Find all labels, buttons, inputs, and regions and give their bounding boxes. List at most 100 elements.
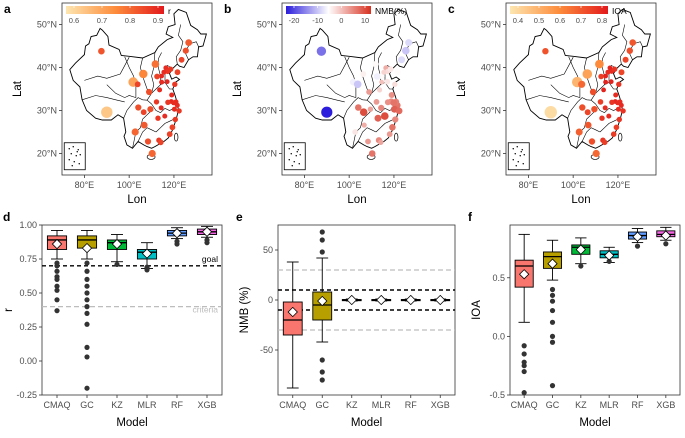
station-point bbox=[176, 108, 182, 114]
station-point bbox=[384, 99, 391, 106]
station-point bbox=[185, 39, 193, 46]
x-axis-label: Model bbox=[579, 417, 610, 429]
station-point bbox=[374, 114, 382, 122]
box-GC bbox=[542, 239, 563, 389]
y-tick-label: 30°N bbox=[481, 106, 501, 116]
panel-letter: a bbox=[4, 2, 11, 16]
station-point bbox=[405, 39, 413, 47]
station-point bbox=[603, 79, 608, 85]
station-point bbox=[353, 80, 362, 89]
box-MLR bbox=[136, 242, 158, 273]
station-point bbox=[392, 81, 398, 88]
station-point bbox=[135, 104, 142, 111]
south-china-sea-inset bbox=[63, 142, 86, 171]
plot-frame bbox=[41, 224, 223, 396]
country-outline bbox=[69, 8, 207, 149]
outlier-point bbox=[319, 249, 325, 255]
x-tick-label: 80°E bbox=[519, 180, 539, 190]
outlier-point bbox=[84, 304, 90, 310]
inset-island bbox=[299, 154, 301, 156]
inset-island bbox=[76, 151, 78, 153]
province-boundary bbox=[375, 118, 395, 133]
inset-island bbox=[288, 148, 290, 150]
province-boundary bbox=[158, 52, 162, 85]
station-point bbox=[616, 116, 622, 123]
station-point bbox=[159, 79, 165, 85]
outlier-point bbox=[319, 357, 325, 363]
legend-tick-label: 10 bbox=[361, 16, 369, 25]
station-point bbox=[373, 99, 380, 105]
x-axis-label: Model bbox=[116, 417, 147, 429]
x-tick-label: 120°E bbox=[606, 180, 631, 190]
station-point bbox=[169, 92, 175, 98]
y-tick-label: 1.00 bbox=[19, 220, 37, 230]
mean-diamond bbox=[435, 294, 446, 306]
box-KZ bbox=[571, 237, 591, 269]
province-boundary bbox=[602, 52, 606, 85]
station-point bbox=[378, 104, 385, 111]
inset-island bbox=[517, 161, 519, 163]
y-tick-label: 40°N bbox=[481, 63, 501, 73]
x-tick-label: GC bbox=[546, 400, 560, 410]
inset-island bbox=[73, 161, 75, 163]
province-boundary bbox=[84, 57, 130, 81]
x-tick-label: CMAQ bbox=[279, 400, 306, 410]
mean-diamond bbox=[317, 295, 328, 307]
province-boundary bbox=[395, 24, 404, 65]
mean-diamond bbox=[141, 248, 153, 259]
box-RF bbox=[166, 227, 188, 247]
outlier-point bbox=[84, 268, 90, 274]
y-axis-label: r bbox=[3, 308, 15, 312]
box-CMAQ bbox=[514, 233, 534, 396]
y-tick-label: 20°N bbox=[257, 149, 277, 159]
station-point bbox=[377, 87, 383, 93]
station-point bbox=[584, 121, 592, 129]
outlier-point bbox=[144, 267, 150, 273]
station-point bbox=[161, 69, 167, 75]
inset-island bbox=[295, 155, 297, 157]
outlier-point bbox=[549, 298, 556, 304]
outlier-point bbox=[54, 268, 60, 274]
inset-island bbox=[298, 163, 300, 165]
mean-diamond bbox=[111, 238, 123, 250]
station-point bbox=[392, 116, 399, 123]
y-tick-label: 30°N bbox=[37, 106, 57, 116]
province-boundary bbox=[550, 84, 580, 98]
panel-letter: b bbox=[224, 2, 231, 16]
y-tick-label: 50°N bbox=[481, 20, 501, 30]
legend: NMB(%) -20 -10 0 10 bbox=[286, 6, 407, 25]
outlier-point bbox=[319, 369, 325, 375]
outlier-point bbox=[54, 276, 60, 282]
box-CMAQ bbox=[282, 261, 303, 389]
y-tick-label: 40°N bbox=[257, 63, 277, 73]
inset-island bbox=[520, 151, 522, 153]
station-point bbox=[360, 71, 367, 77]
station-point bbox=[361, 122, 367, 128]
mean-diamond bbox=[519, 269, 530, 280]
province-boundary bbox=[528, 57, 574, 81]
station-point bbox=[602, 105, 608, 111]
mean-diamond bbox=[376, 294, 387, 306]
outlier-point bbox=[549, 286, 556, 293]
y-tick-label: 0 bbox=[268, 295, 273, 305]
legend-title: NMB(%) bbox=[375, 6, 407, 16]
inset-island bbox=[521, 149, 523, 151]
x-tick-label: 80°E bbox=[75, 180, 95, 190]
y-tick-label: 0.0 bbox=[492, 331, 505, 341]
island-taiwan bbox=[618, 132, 623, 142]
x-tick-label: XGB bbox=[431, 400, 450, 410]
station-point bbox=[589, 88, 597, 96]
station-point bbox=[601, 87, 606, 93]
outlier-point bbox=[319, 237, 325, 243]
station-point bbox=[155, 115, 161, 121]
station-point bbox=[610, 131, 617, 137]
outlier-point bbox=[84, 385, 90, 391]
legend-tick-label: 0.9 bbox=[153, 16, 163, 25]
outlier-point bbox=[549, 307, 556, 314]
legend-tick-label: 0.6 bbox=[69, 16, 79, 25]
inset-island bbox=[293, 161, 295, 163]
outlier-point bbox=[319, 377, 325, 383]
island-taiwan bbox=[394, 132, 399, 142]
box-MLR bbox=[371, 294, 392, 306]
y-tick-label: 0.25 bbox=[19, 322, 37, 332]
